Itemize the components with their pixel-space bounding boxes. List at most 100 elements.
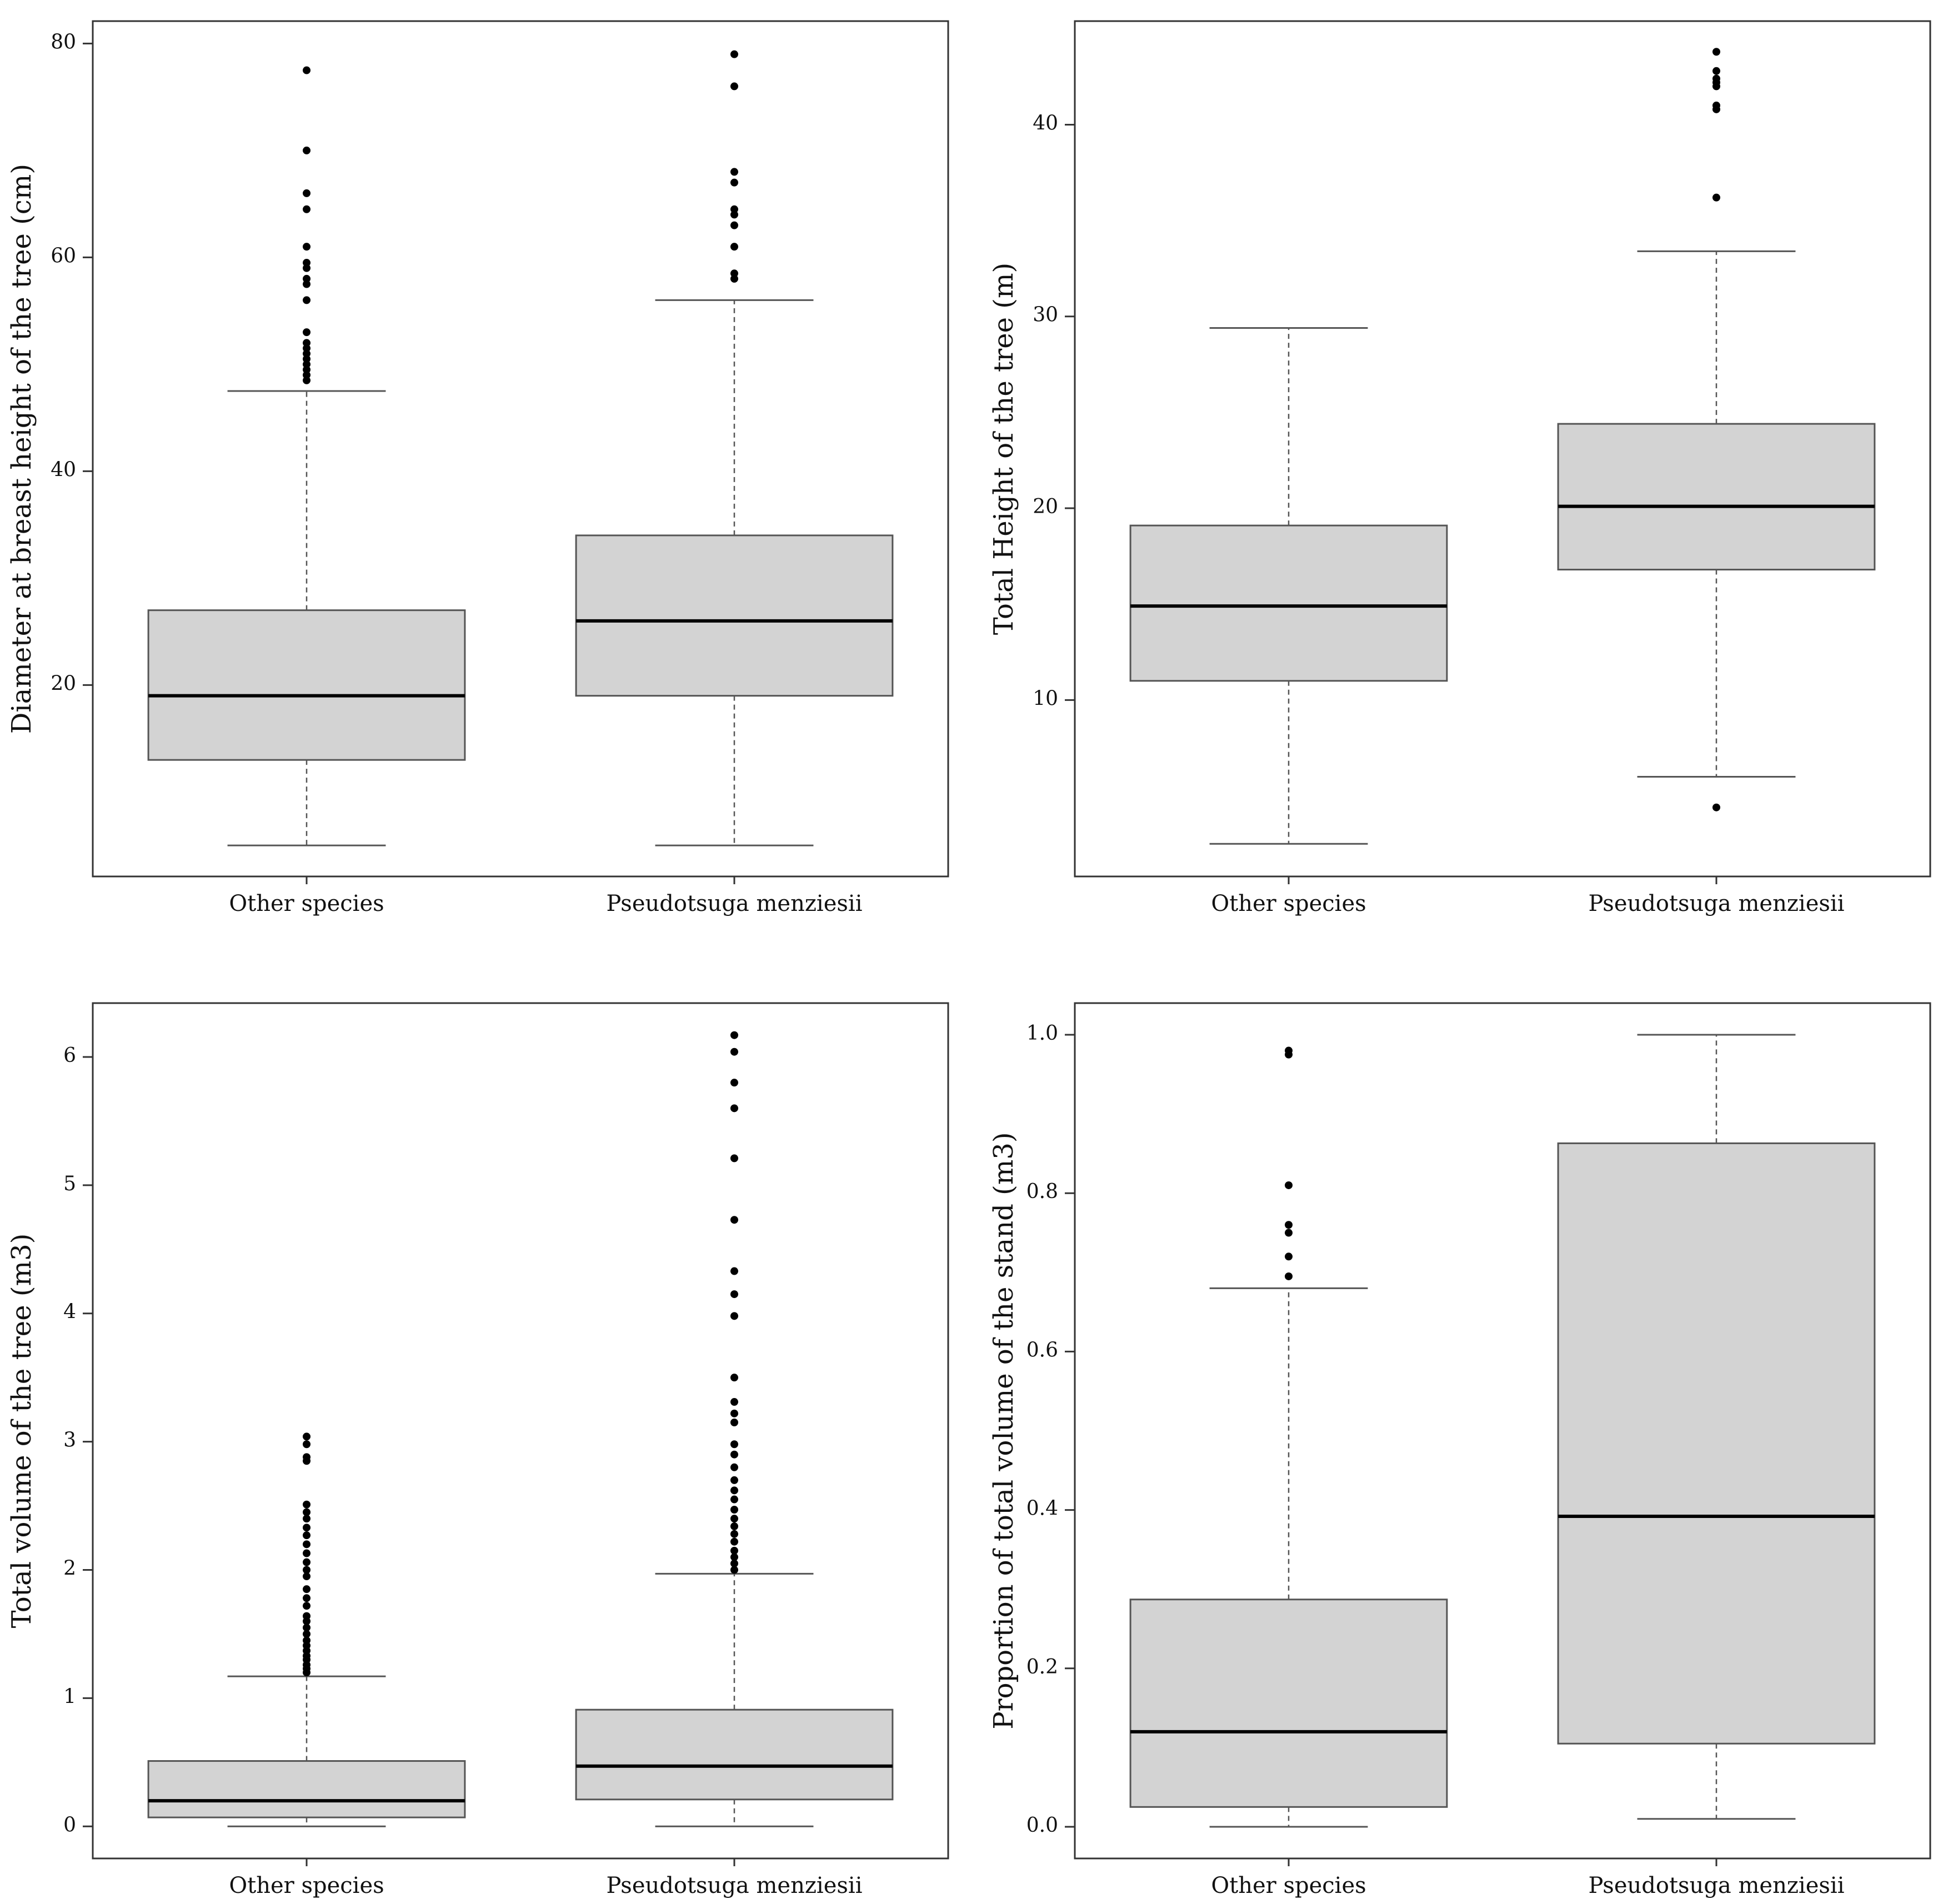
boxes-layer <box>147 1031 894 1827</box>
outlier-point <box>303 1531 311 1540</box>
outlier-point <box>303 1515 311 1523</box>
outlier-point <box>303 365 311 374</box>
box-other-species <box>147 66 466 846</box>
panel-proportion: 0.0 0.2 0.4 0.6 0.8 1.0 Other species Pseudot… <box>988 1002 1931 1898</box>
outlier-point <box>730 1312 738 1320</box>
category-label-pseudotsuga-menziesii: Pseudotsuga menziesii <box>1588 891 1844 916</box>
outlier-point <box>730 1104 738 1113</box>
outlier-point <box>1712 48 1720 56</box>
outlier-point <box>730 1505 738 1514</box>
category-label-other-species: Other species <box>1211 891 1366 916</box>
outlier-point <box>730 1290 738 1299</box>
outlier-point <box>303 146 311 154</box>
iqr-box <box>1557 423 1876 571</box>
outlier-point <box>303 339 311 347</box>
y-tick-label: 0.8 <box>1026 1180 1058 1203</box>
outlier-point <box>730 1154 738 1163</box>
boxes-layer <box>147 50 894 846</box>
outlier-point <box>730 1216 738 1224</box>
iqr-box <box>147 609 466 761</box>
category-label-pseudotsuga-menziesii: Pseudotsuga menziesii <box>606 891 862 916</box>
outlier-point <box>303 376 311 384</box>
plot-frame <box>92 1002 949 1860</box>
outlier-point <box>303 1612 311 1620</box>
y-tick-label: 4 <box>63 1301 76 1324</box>
outlier-point <box>730 1418 738 1426</box>
outlier-point <box>303 1572 311 1581</box>
outlier-point <box>303 360 311 368</box>
outlier-point <box>730 1515 738 1523</box>
outlier-point <box>303 1624 311 1632</box>
outlier-point <box>1285 1229 1293 1237</box>
outlier-point <box>730 1048 738 1056</box>
category-label-other-species: Other species <box>229 1873 384 1898</box>
iqr-box <box>575 534 894 697</box>
outlier-point <box>1285 1252 1293 1261</box>
outlier-point <box>730 1398 738 1406</box>
outlier-point <box>730 1463 738 1471</box>
panel-dbh: 20 40 60 80 Other species Pseudotsuga menzi… <box>6 20 949 916</box>
iqr-box <box>1557 1142 1876 1745</box>
iqr-box <box>1129 524 1448 682</box>
y-tick-label: 20 <box>51 672 76 695</box>
box-pseudotsuga-menziesii <box>575 50 894 846</box>
y-tick-label: 0 <box>63 1813 76 1836</box>
y-tick-label: 6 <box>63 1044 76 1067</box>
box-pseudotsuga-menziesii <box>1557 1034 1876 1820</box>
outlier-point <box>303 1602 311 1610</box>
outlier-point <box>730 1374 738 1382</box>
outlier-point <box>730 1522 738 1531</box>
y-axis-title: Total Height of the tree (m) <box>988 263 1019 635</box>
outlier-point <box>303 1549 311 1557</box>
iqr-box <box>147 1760 466 1818</box>
outlier-point <box>730 1495 738 1504</box>
outlier-point <box>730 1267 738 1275</box>
outlier-point <box>303 1540 311 1549</box>
boxes-layer <box>1129 1034 1876 1828</box>
y-tick-label: 30 <box>1033 304 1058 327</box>
outlier-point <box>1712 67 1720 75</box>
y-tick-label: 0.0 <box>1026 1814 1058 1837</box>
outlier-point <box>303 1558 311 1566</box>
outlier-point <box>730 1440 738 1449</box>
outlier-point <box>303 296 311 304</box>
y-tick-label: 40 <box>1033 112 1058 134</box>
outlier-point <box>303 1636 311 1645</box>
box-other-species <box>1129 1046 1448 1828</box>
outlier-point <box>303 1500 311 1509</box>
outlier-point <box>730 178 738 187</box>
outlier-point <box>730 211 738 219</box>
y-axis: 10 20 30 40 <box>1033 112 1717 884</box>
y-tick-label: 5 <box>63 1173 76 1195</box>
outlier-point <box>730 205 738 213</box>
outlier-point <box>303 1594 311 1602</box>
plot-frame <box>1074 20 1931 878</box>
y-axis: 0.0 0.2 0.4 0.6 0.8 1.0 <box>1026 1022 1717 1866</box>
outlier-point <box>303 243 311 251</box>
iqr-box <box>575 1708 894 1801</box>
outlier-point <box>303 1453 311 1461</box>
outlier-point <box>303 280 311 288</box>
outlier-point <box>303 1524 311 1532</box>
outlier-point <box>1712 101 1720 109</box>
outlier-point <box>730 1079 738 1087</box>
outlier-point <box>303 259 311 267</box>
outlier-point <box>730 1031 738 1039</box>
category-label-other-species: Other species <box>1211 1873 1366 1898</box>
outlier-point <box>303 264 311 272</box>
plot-frame <box>1074 1002 1931 1860</box>
outlier-point <box>730 1476 738 1484</box>
outlier-point <box>730 1530 738 1538</box>
outlier-point <box>303 1585 311 1594</box>
y-tick-label: 10 <box>1033 687 1058 710</box>
y-tick-label: 60 <box>51 244 76 267</box>
outlier-point <box>303 1508 311 1516</box>
outlier-point <box>303 189 311 197</box>
box-other-species <box>147 1432 466 1827</box>
outlier-point <box>730 269 738 278</box>
outlier-point <box>303 355 311 363</box>
y-tick-label: 40 <box>51 458 76 481</box>
outlier-point <box>730 243 738 251</box>
outlier-point <box>1285 1046 1293 1055</box>
outlier-point <box>730 168 738 176</box>
